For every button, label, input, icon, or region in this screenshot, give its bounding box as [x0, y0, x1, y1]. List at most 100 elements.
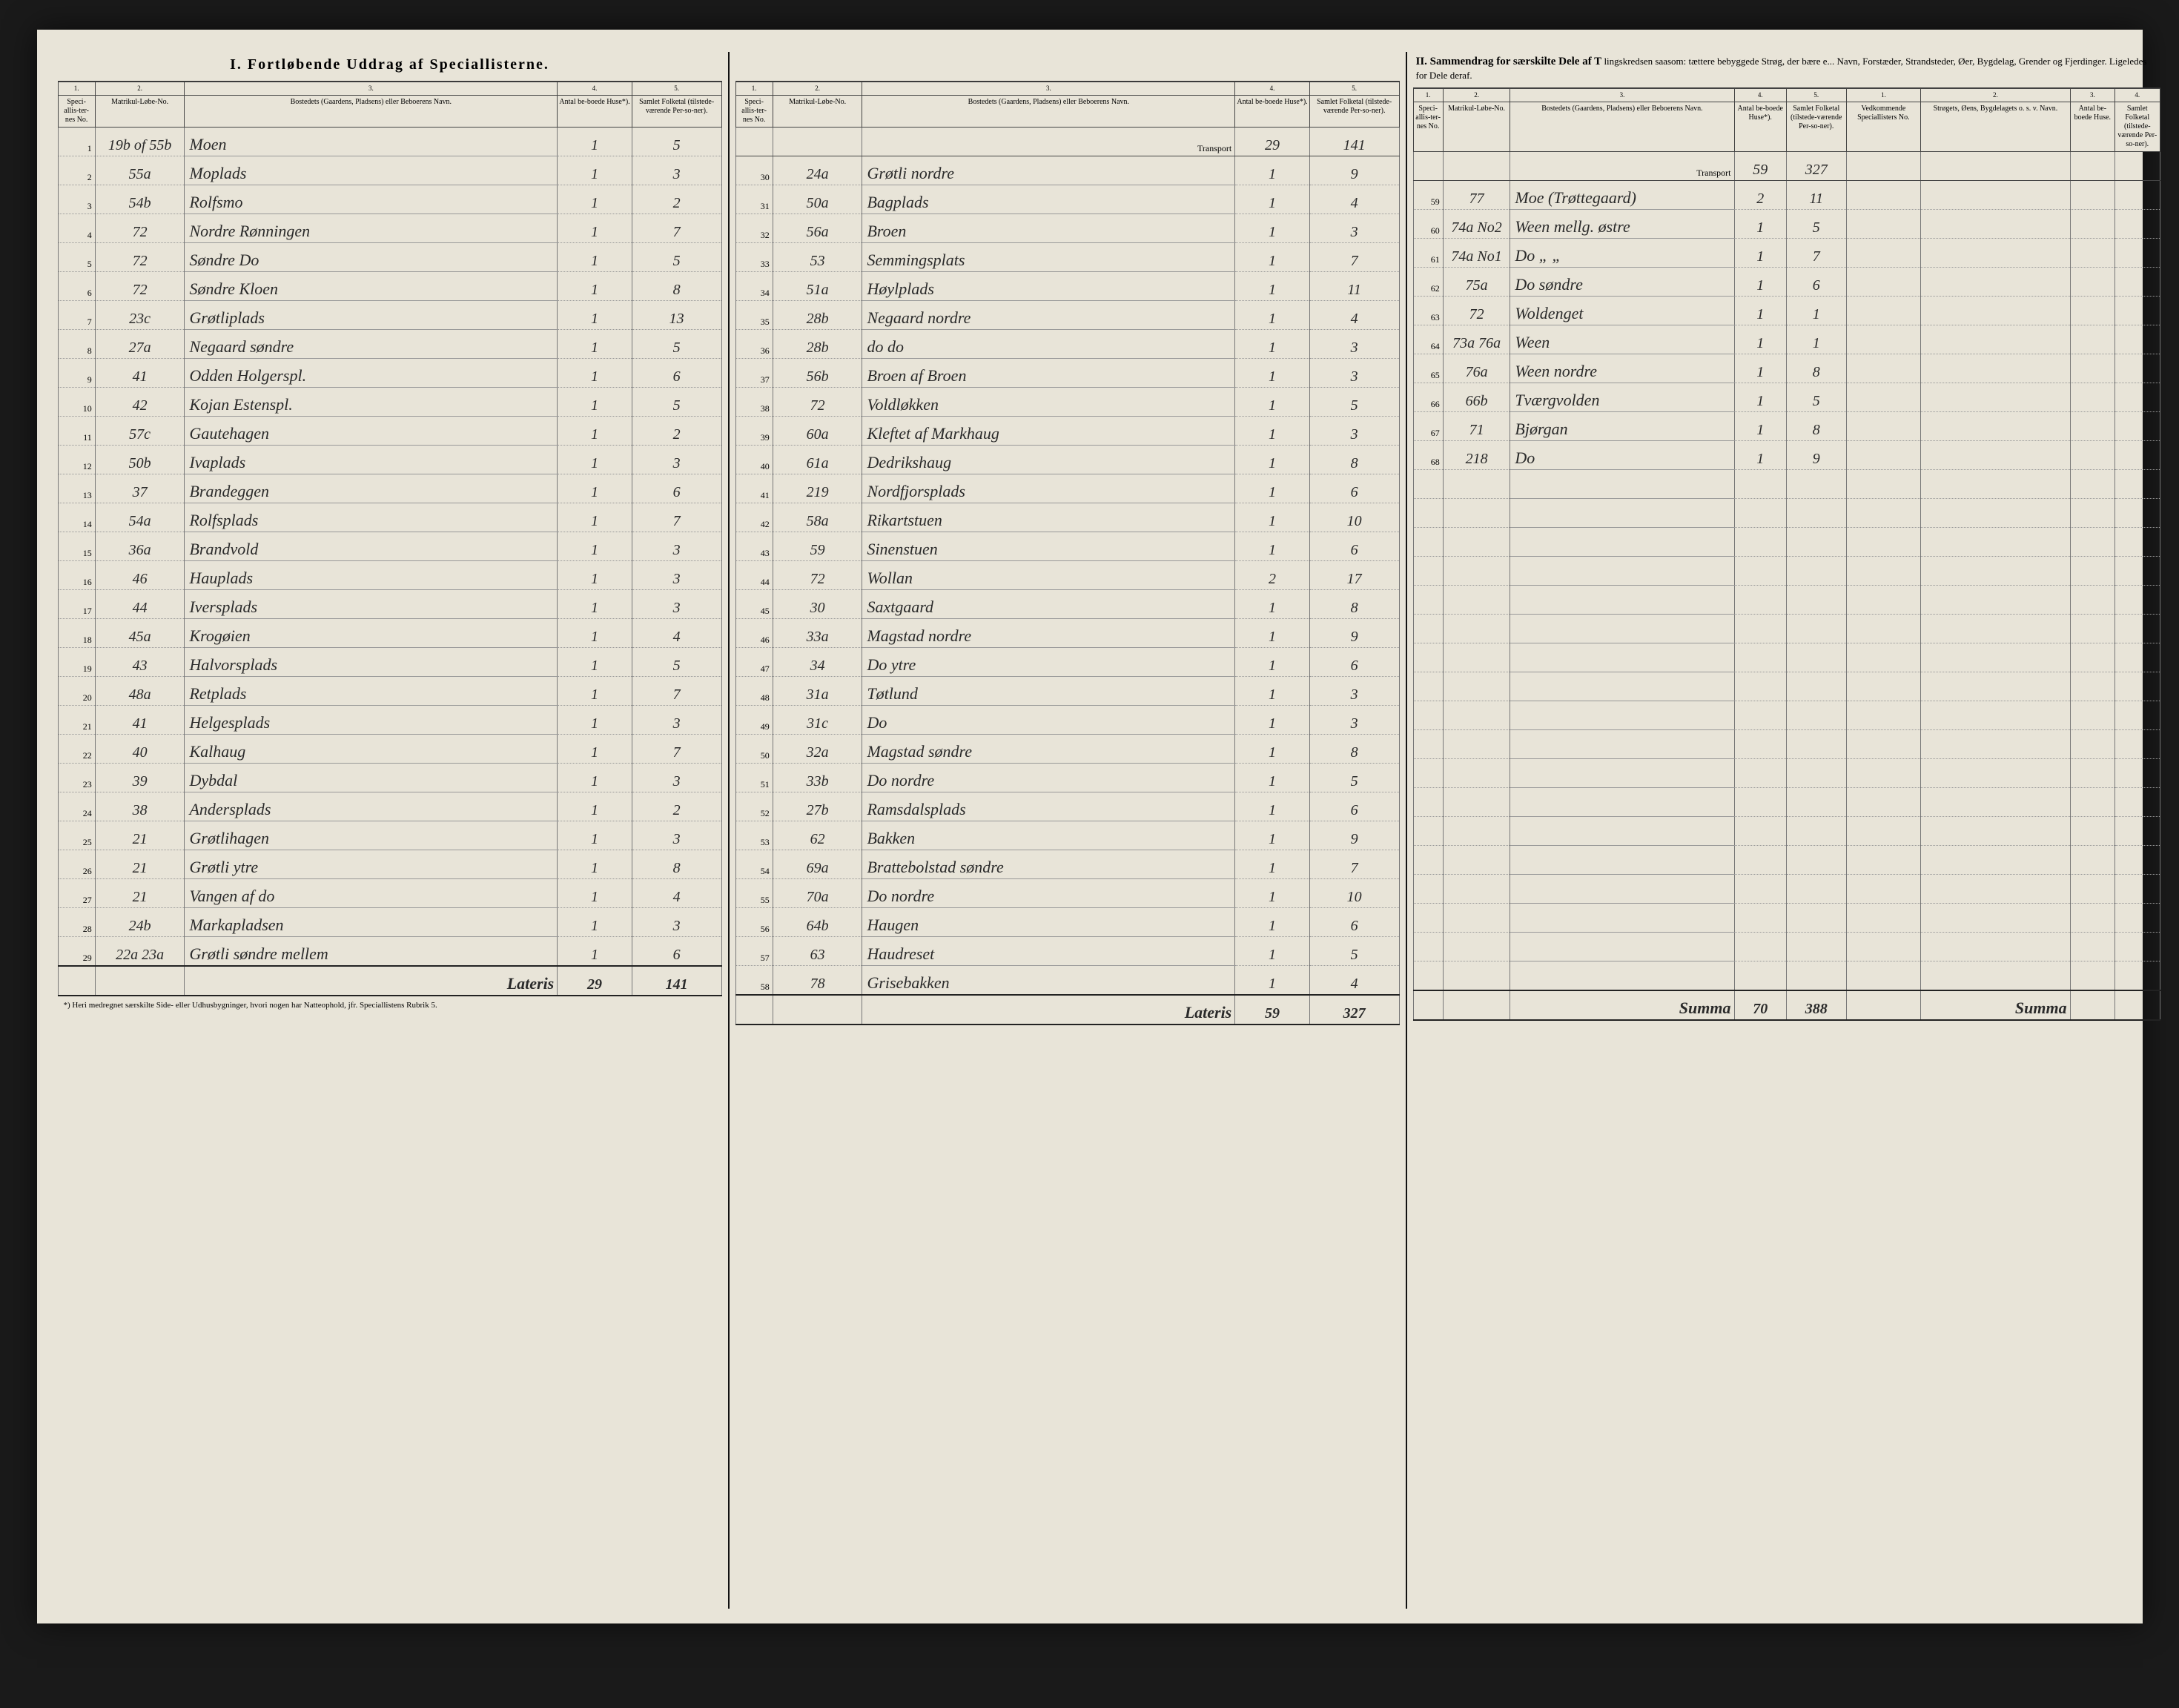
cell-folk: 6 — [1309, 647, 1399, 676]
table-row-empty — [1413, 788, 2160, 817]
transport-p: 141 — [1309, 127, 1399, 156]
cell-matr: 72 — [773, 560, 862, 589]
table-row-empty — [1413, 701, 2160, 730]
table-row: 2339Dybdal13 — [58, 763, 721, 792]
cell-huse: 1 — [558, 850, 632, 878]
cell-huse: 1 — [1235, 416, 1310, 445]
cell-matr: 70a — [773, 878, 862, 907]
cell-folk: 3 — [632, 589, 721, 618]
cell-folk: 10 — [1309, 503, 1399, 532]
cell-huse: 1 — [1235, 705, 1310, 734]
table-row: 1744Iversplads13 — [58, 589, 721, 618]
cell-matr: 41 — [95, 358, 185, 387]
cell-no: 58 — [735, 965, 773, 995]
cell-matr: 28b — [773, 329, 862, 358]
cell-huse: 1 — [1235, 242, 1310, 271]
cell-huse: 1 — [558, 214, 632, 242]
table-row: 2922a 23aGrøtli søndre mellem16 — [58, 936, 721, 966]
cell-huse: 1 — [558, 763, 632, 792]
cell-huse: 1 — [558, 416, 632, 445]
cell-huse: 1 — [558, 156, 632, 185]
cell-no: 14 — [58, 503, 95, 532]
cell-matr: 74a No2 — [1443, 210, 1510, 239]
table-row-empty — [1413, 528, 2160, 557]
cell-no: 54 — [735, 850, 773, 878]
cell-folk: 4 — [1309, 185, 1399, 214]
table-row: 5469aBrattebolstad søndre17 — [735, 850, 1399, 878]
cell-matr: 24b — [95, 907, 185, 936]
cell-no: 49 — [735, 705, 773, 734]
cell-name: Sinenstuen — [862, 532, 1235, 560]
cell-no: 41 — [735, 474, 773, 503]
hdr-antalhuse: Antal be-boede Huse. — [2070, 102, 2114, 152]
cell-folk: 5 — [1309, 936, 1399, 965]
table-row: 3756bBroen af Broen13 — [735, 358, 1399, 387]
cell-no: 19 — [58, 647, 95, 676]
cell-huse: 1 — [1235, 445, 1310, 474]
cell-folk: 8 — [632, 271, 721, 300]
cell-name: Wollan — [862, 560, 1235, 589]
cell-folk: 3 — [632, 763, 721, 792]
cell-no: 59 — [1413, 181, 1443, 210]
cell-folk: 5 — [632, 329, 721, 358]
cell-matr: 27b — [773, 792, 862, 821]
cell-folk: 2 — [632, 185, 721, 214]
cell-matr: 21 — [95, 821, 185, 850]
table-row: 2621Grøtli ytre18 — [58, 850, 721, 878]
cell-no: 48 — [735, 676, 773, 705]
cell-matr: 76a — [1443, 354, 1510, 383]
cell-folk: 6 — [1786, 268, 1846, 297]
cell-matr: 53 — [773, 242, 862, 271]
ledger-page: I. Fortløbende Uddrag af Speciallisterne… — [37, 30, 2143, 1623]
cell-matr: 78 — [773, 965, 862, 995]
cell-name: Søndre Kloen — [185, 271, 558, 300]
cell-matr: 73a 76a — [1443, 325, 1510, 354]
table-row: 2721Vangen af do14 — [58, 878, 721, 907]
cell-no: 53 — [735, 821, 773, 850]
table-row-empty — [1413, 586, 2160, 615]
cell-name: Do nordre — [862, 878, 1235, 907]
cell-matr: 58a — [773, 503, 862, 532]
cell-name: Rolfsplads — [185, 503, 558, 532]
cell-name: Moe (Trøttegaard) — [1510, 181, 1734, 210]
cell-matr: 31c — [773, 705, 862, 734]
cell-huse: 2 — [1734, 181, 1786, 210]
cell-no: 36 — [735, 329, 773, 358]
cell-folk: 8 — [632, 850, 721, 878]
cell-folk: 11 — [1309, 271, 1399, 300]
cell-folk: 3 — [632, 821, 721, 850]
cell-name: Broen — [862, 214, 1235, 242]
cell-no: 2 — [58, 156, 95, 185]
cell-huse: 1 — [558, 936, 632, 966]
cell-name: Krogøien — [185, 618, 558, 647]
cell-name: Brattebolstad søndre — [862, 850, 1235, 878]
cell-folk: 8 — [1309, 734, 1399, 763]
table-row: 3256aBroen13 — [735, 214, 1399, 242]
cell-no: 42 — [735, 503, 773, 532]
table-row: 723cGrøtliplads113 — [58, 300, 721, 329]
cell-folk: 6 — [1309, 792, 1399, 821]
cell-name: Grøtli nordre — [862, 156, 1235, 185]
cell-huse: 1 — [1235, 589, 1310, 618]
cell-huse: 1 — [558, 560, 632, 589]
table-row: 119b of 55bMoen15 — [58, 127, 721, 156]
cell-no: 16 — [58, 560, 95, 589]
cell-folk: 6 — [632, 936, 721, 966]
table-row: 472Nordre Rønningen17 — [58, 214, 721, 242]
table-row: 5763Haudreset15 — [735, 936, 1399, 965]
table-row: 255aMoplads13 — [58, 156, 721, 185]
table-row: 4530Saxtgaard18 — [735, 589, 1399, 618]
cell-no: 13 — [58, 474, 95, 503]
cell-name: Halvorsplads — [185, 647, 558, 676]
cell-no: 45 — [735, 589, 773, 618]
cell-no: 46 — [735, 618, 773, 647]
cell-matr: 32a — [773, 734, 862, 763]
table-row: 3353Semmingsplats17 — [735, 242, 1399, 271]
cell-matr: 43 — [95, 647, 185, 676]
cell-huse: 1 — [1235, 156, 1310, 185]
cell-folk: 6 — [632, 358, 721, 387]
table-row-empty — [1413, 615, 2160, 643]
cell-matr: 19b of 55b — [95, 127, 185, 156]
table-row: 1337Brandeggen16 — [58, 474, 721, 503]
cell-folk: 3 — [1309, 358, 1399, 387]
